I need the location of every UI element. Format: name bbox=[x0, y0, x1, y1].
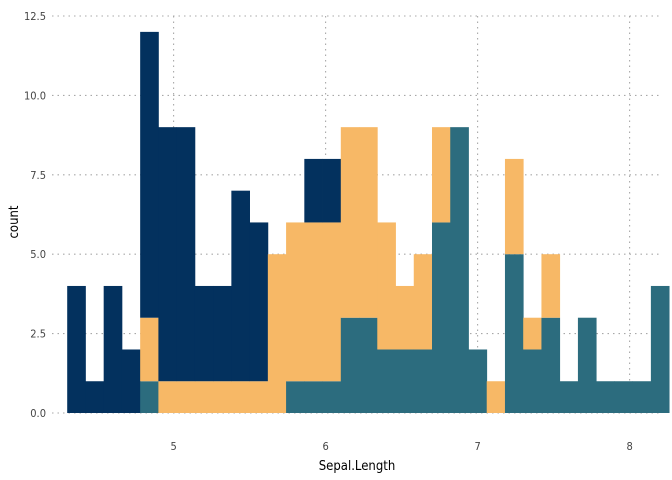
histogram-bar-orange bbox=[523, 317, 542, 350]
histogram-bar-teal bbox=[523, 349, 542, 413]
histogram-bar-orange bbox=[413, 254, 433, 350]
histogram-bar-navy bbox=[140, 31, 159, 318]
y-tick-label: 12.5 bbox=[24, 10, 46, 23]
histogram-bar-teal bbox=[340, 317, 360, 413]
histogram-bar-orange bbox=[249, 381, 269, 413]
histogram-bar-orange bbox=[395, 285, 415, 350]
histogram-bar-orange bbox=[541, 254, 561, 318]
histogram-bar-teal bbox=[541, 317, 561, 413]
histogram-bar-orange bbox=[158, 381, 178, 413]
histogram-bar-orange bbox=[359, 127, 378, 318]
histogram-bar-navy bbox=[103, 285, 123, 413]
histogram-bar-teal bbox=[450, 127, 469, 413]
histogram-bar-teal bbox=[286, 381, 305, 413]
histogram-bar-orange bbox=[267, 254, 287, 413]
histogram-bar-teal bbox=[614, 381, 634, 413]
y-tick-label: 0.0 bbox=[30, 407, 46, 420]
histogram-bar-orange bbox=[213, 381, 232, 413]
x-tick-label: 6 bbox=[322, 440, 328, 453]
histogram-bar-teal bbox=[140, 381, 159, 413]
y-axis-title: count bbox=[7, 205, 22, 238]
histogram-bar-teal bbox=[304, 381, 323, 413]
histogram-bar-navy bbox=[194, 285, 214, 382]
histogram-bar-orange bbox=[486, 381, 506, 413]
histogram-bar-navy bbox=[158, 127, 178, 382]
histogram-bar-navy bbox=[322, 158, 342, 223]
histogram-bar-teal bbox=[413, 349, 433, 413]
histogram-bar-orange bbox=[304, 222, 323, 382]
histogram-bar-orange bbox=[504, 158, 524, 255]
histogram-bar-teal bbox=[577, 317, 597, 413]
histogram-bar-teal bbox=[504, 254, 524, 413]
histogram-bar-teal bbox=[559, 381, 579, 413]
y-axis-ticks: 0.0 2.5 5.0 7.5 10.0 12.5 bbox=[24, 10, 46, 420]
histogram-bar-navy bbox=[213, 285, 232, 382]
histogram-bar-orange bbox=[140, 317, 159, 382]
y-tick-label: 7.5 bbox=[30, 169, 46, 182]
histogram-bar-teal bbox=[377, 349, 396, 413]
x-axis-title: Sepal.Length bbox=[319, 459, 396, 474]
histogram-bar-teal bbox=[395, 349, 415, 413]
y-tick-label: 10.0 bbox=[24, 89, 46, 102]
x-tick-label: 7 bbox=[474, 440, 480, 453]
y-tick-label: 2.5 bbox=[30, 328, 46, 341]
histogram-bar-orange bbox=[432, 127, 451, 223]
histogram-bar-orange bbox=[231, 381, 250, 413]
histogram-bar-teal bbox=[632, 381, 652, 413]
histogram-bar-orange bbox=[286, 222, 305, 382]
histogram-bar-teal bbox=[468, 349, 488, 413]
y-tick-label: 5.0 bbox=[30, 248, 46, 261]
histogram-bar-navy bbox=[121, 349, 141, 413]
histogram-bar-navy bbox=[176, 127, 196, 382]
x-tick-label: 8 bbox=[626, 440, 632, 453]
histogram-bar-teal bbox=[650, 285, 670, 413]
x-axis-ticks: 5 6 7 8 bbox=[170, 440, 632, 453]
histogram-bars bbox=[67, 31, 670, 413]
histogram-bar-navy bbox=[85, 381, 105, 413]
histogram-bar-navy bbox=[67, 285, 86, 413]
histogram-bar-teal bbox=[322, 381, 342, 413]
histogram-bar-teal bbox=[432, 222, 451, 413]
histogram-bar-teal bbox=[596, 381, 615, 413]
histogram-bar-navy bbox=[231, 190, 250, 382]
histogram-bar-orange bbox=[322, 222, 342, 382]
histogram-bar-orange bbox=[340, 127, 360, 318]
histogram-bar-navy bbox=[249, 222, 269, 382]
x-tick-label: 5 bbox=[170, 440, 176, 453]
histogram-bar-orange bbox=[176, 381, 196, 413]
histogram-bar-orange bbox=[377, 222, 396, 350]
histogram-bar-navy bbox=[304, 158, 323, 223]
histogram-bar-orange bbox=[194, 381, 214, 413]
histogram-bar-teal bbox=[359, 317, 378, 413]
